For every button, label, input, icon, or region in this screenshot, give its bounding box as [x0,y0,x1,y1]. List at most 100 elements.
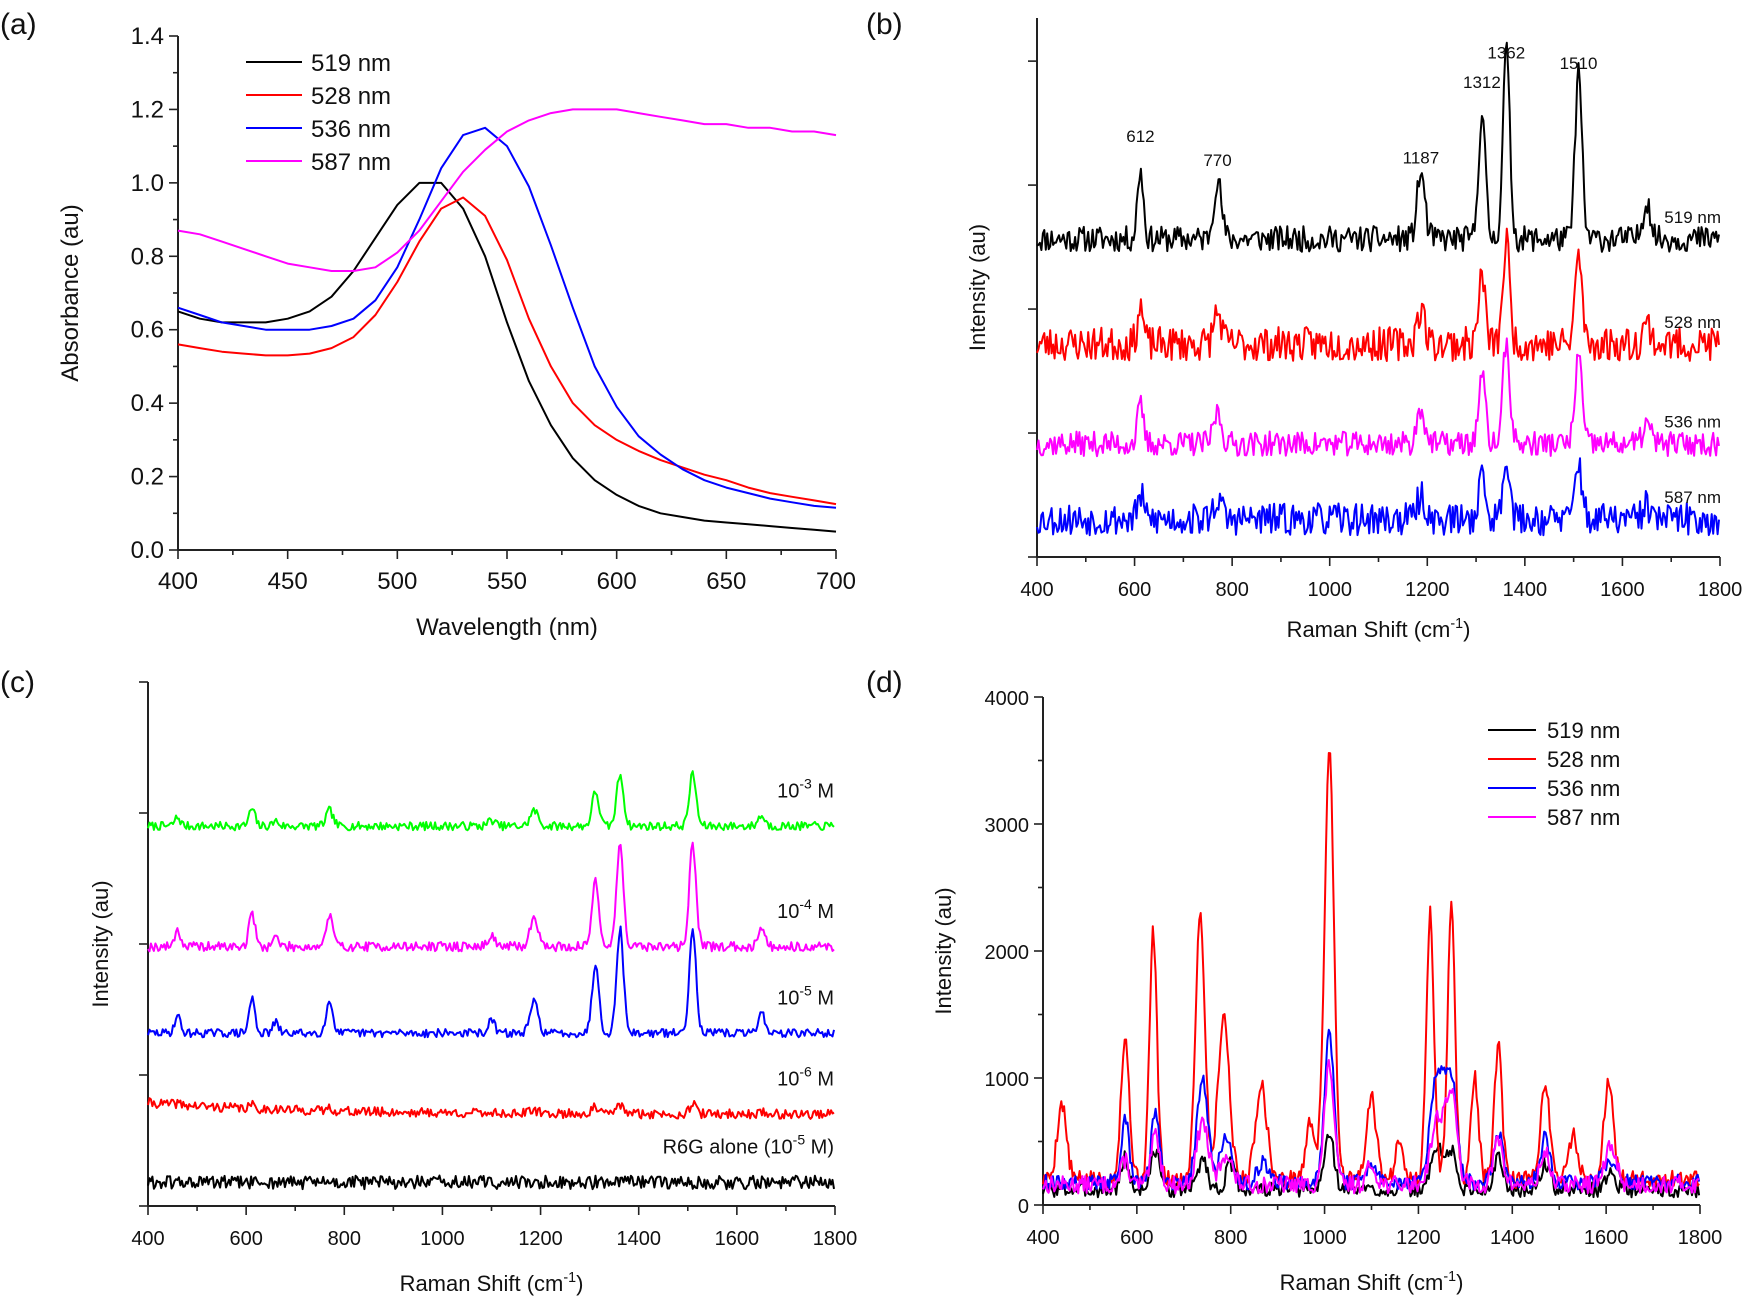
c-x-tick-label: 800 [328,1228,361,1250]
a-x-axis-label: Wavelength (nm) [416,614,598,641]
b-peak-label-4: 1362 [1487,43,1525,62]
c-x-tick-label: 400 [131,1228,164,1250]
c-x-tick-label: 1800 [813,1228,858,1250]
a-y-tick-label: 0.4 [131,390,164,417]
d-y-axis-label: Intensity (au) [931,887,956,1014]
d-x-tick-label: 800 [1214,1227,1247,1249]
panel-a-absorbance-chart: (a) 400 450 500 550 600 650 700 0.0 0.2 0.4 0.6 0.8… [0,8,856,641]
d-y-tick-label: 1000 [985,1069,1030,1091]
d-legend-label-0: 519 nm [1547,718,1620,743]
c-series-label-4: R6G alone (10-5 M) [663,1132,834,1159]
d-x-axis-label: Raman Shift (cm-1) [1280,1269,1464,1295]
c-series-label-2: 10-5 M [777,982,834,1009]
b-x-axis-label-text: Raman Shift (cm [1287,617,1451,642]
d-x-tick-label: 1800 [1678,1227,1723,1249]
a-y-tick-label: 1.2 [131,96,164,123]
a-series-line-1 [177,196,837,506]
c-x-axis-label: Raman Shift (cm-1) [400,1270,584,1296]
c-series-label-unit: M [812,1068,834,1090]
c-x-axis-label-sup: -1 [563,1270,576,1286]
a-x-tick-label: 550 [487,568,527,595]
c-series-label-base: 10 [777,987,799,1009]
a-series-line-0 [177,181,837,533]
d-legend-label-1: 528 nm [1547,747,1620,772]
c-x-tick-label: 1600 [715,1228,760,1250]
c-x-axis-label-end: ) [576,1271,583,1296]
b-peak-label-2: 1187 [1403,149,1440,168]
d-x-axis-label-text: Raman Shift (cm [1280,1270,1444,1295]
c-series-label-unit: M [812,987,834,1009]
c-series-label-exp: -3 [799,775,812,791]
a-legend-label-1: 528 nm [311,83,391,110]
b-series-line-1 [1036,227,1720,362]
a-x-tick-label: 700 [816,568,856,595]
a-x-tick-label: 600 [597,568,637,595]
a-x-tick-label: 650 [706,568,746,595]
c-series-label-base: 10 [777,1068,799,1090]
d-y-tick-label: 2000 [985,942,1030,964]
c-x-tick-label: 1200 [518,1228,563,1250]
b-x-tick-label: 1400 [1503,579,1548,601]
c-series-line-1 [147,841,835,953]
a-y-tick-label: 0.2 [131,464,164,491]
c-series-label-exp: -5 [799,982,812,998]
b-series-label-1: 528 nm [1664,313,1721,332]
d-series-line-3 [1042,1059,1700,1195]
d-x-tick-label: 1000 [1302,1227,1347,1249]
b-series-line-0 [1036,41,1720,253]
b-x-axis-label-end: ) [1463,617,1470,642]
d-x-tick-label: 1200 [1396,1227,1441,1249]
c-x-tick-label: 1000 [420,1228,465,1250]
d-legend-label-2: 536 nm [1547,776,1620,801]
panel-label-b: (b) [866,8,903,41]
b-x-tick-label: 1600 [1600,579,1645,601]
c-series-label-exp: -6 [799,1063,812,1079]
b-peak-label-5: 1510 [1560,54,1598,73]
d-y-tick-label: 0 [1018,1196,1029,1218]
b-x-tick-label: 1200 [1405,579,1450,601]
panel-c-concentration-chart: (c) 400 600 800 1000 1200 1400 1600 1800 Raman S… [0,666,857,1296]
b-series-line-2 [1036,337,1720,458]
c-series-label-base: 10 [777,901,799,923]
c-series-label-exp: -5 [793,1132,806,1148]
a-legend-label-0: 519 nm [311,50,391,77]
panel-b-raman-chart: (b) 400 600 800 1000 1200 1400 1600 1800 Raman S… [866,8,1742,642]
a-x-axis-label-text: Wavelength (nm) [416,614,598,641]
a-series-line-2 [177,126,837,509]
d-x-axis-label-sup: -1 [1443,1269,1456,1285]
d-x-axis-label-end: ) [1456,1270,1463,1295]
a-x-tick-label: 400 [158,568,198,595]
d-legend-label-3: 587 nm [1547,805,1620,830]
c-x-tick-label: 600 [229,1228,262,1250]
b-x-tick-label: 600 [1118,579,1151,601]
b-series-label-0: 519 nm [1664,208,1721,227]
a-y-tick-label: 0.8 [131,243,164,270]
a-y-tick-label: 0.0 [131,537,164,564]
b-x-axis-label: Raman Shift (cm-1) [1287,616,1471,642]
d-x-tick-label: 400 [1026,1227,1059,1249]
d-y-tick-label: 3000 [985,815,1030,837]
b-series-label-2: 536 nm [1664,413,1721,432]
c-series-label-exp: -4 [799,896,812,912]
panel-label-d: (d) [866,666,903,699]
b-x-tick-label: 800 [1215,579,1248,601]
c-series-line-3 [147,1097,835,1120]
panel-d-intensity-chart: (d) 400 600 800 1000 1200 1400 1600 1800 0 1000 20… [866,666,1722,1295]
c-series-label-0: 10-3 M [777,775,834,802]
c-series-label-base: R6G alone (10 [663,1137,793,1159]
a-y-tick-label: 0.6 [131,317,164,344]
c-series-label-3: 10-6 M [777,1063,834,1090]
c-series-label-base: 10 [777,780,799,802]
b-peak-label-1: 770 [1203,151,1231,170]
a-legend-label-2: 536 nm [311,116,391,143]
c-x-axis-label-text: Raman Shift (cm [400,1271,564,1296]
c-series-label-unit: M) [805,1137,834,1159]
panel-label-a: (a) [0,8,37,41]
a-series-line-3 [177,108,837,272]
b-x-tick-label: 1800 [1698,579,1743,601]
b-x-axis-label-sup: -1 [1450,616,1463,632]
c-series-line-2 [147,925,835,1039]
c-series-label-unit: M [812,901,834,923]
d-y-tick-label: 4000 [985,688,1030,710]
